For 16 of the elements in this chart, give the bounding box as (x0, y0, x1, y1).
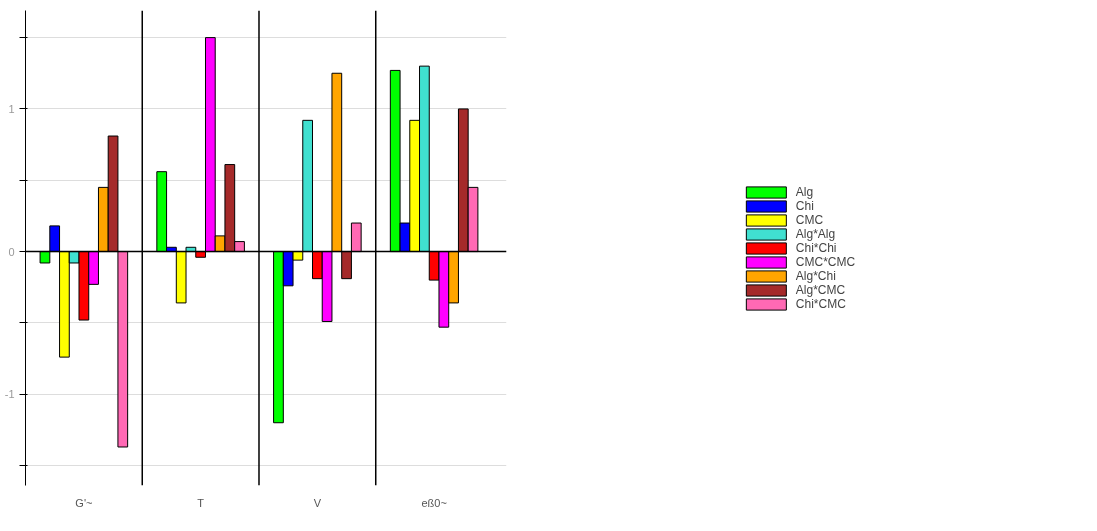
y-tick-label: 0 (8, 245, 15, 258)
legend-label: Alg (795, 184, 815, 199)
x-tick-label: G'~ (75, 496, 93, 509)
legend-label: Alg*Alg (795, 226, 836, 241)
x-tick-label: T (197, 496, 205, 509)
legend-label: CMC*CMC (795, 254, 856, 269)
x-tick-label: V (313, 496, 322, 509)
legend-label: Alg*Chi (795, 268, 836, 283)
y-tick-label: 1 (8, 102, 15, 115)
y-tick-label: -1 (4, 388, 15, 401)
legend-label: Alg*CMC (795, 282, 846, 297)
legend-label: Chi (795, 198, 815, 213)
legend-label: CMC (795, 212, 824, 227)
x-tick-label: eß0~ (421, 496, 447, 509)
legend-label: Chi*Chi (795, 240, 837, 255)
legend-label: Chi*CMC (795, 296, 846, 311)
